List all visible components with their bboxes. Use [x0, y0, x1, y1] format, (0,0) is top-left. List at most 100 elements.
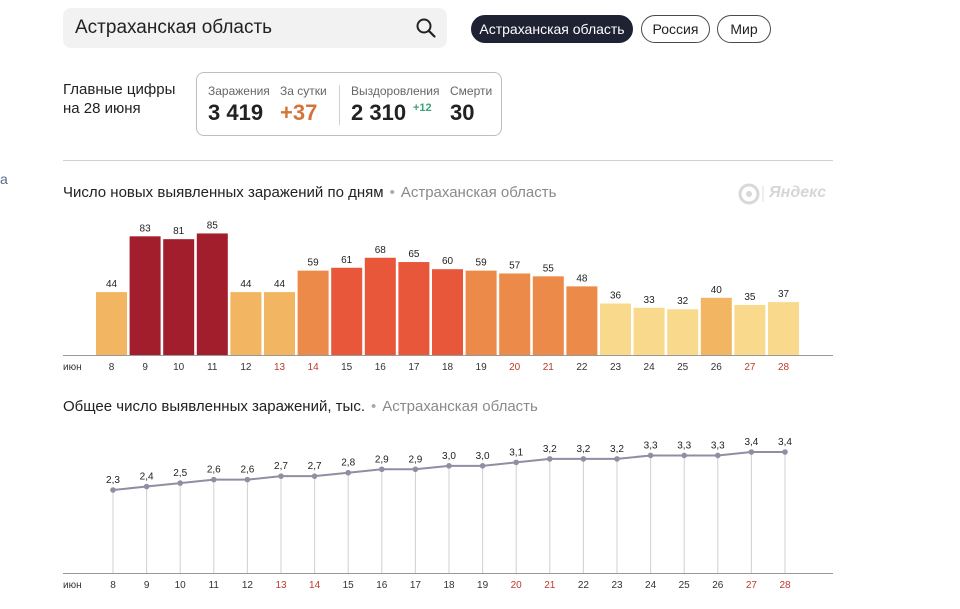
bar[interactable]: [532, 276, 564, 355]
bar[interactable]: [633, 307, 665, 355]
bar-value-label: 55: [543, 263, 555, 274]
bar[interactable]: [364, 257, 396, 355]
deaths-value: 30: [450, 100, 475, 125]
x-tick-label: 17: [408, 362, 420, 373]
bar[interactable]: [96, 292, 127, 355]
tab-russia[interactable]: Россия: [641, 15, 710, 43]
x-tick-label: 8: [109, 362, 115, 373]
bar[interactable]: [667, 309, 699, 355]
line-point[interactable]: [681, 452, 687, 459]
x-tick-label: 16: [376, 580, 388, 591]
point-value-label: 3,0: [476, 451, 490, 462]
bar[interactable]: [499, 273, 531, 355]
infections-label: Заражения: [208, 84, 270, 98]
recoveries-delta: +12: [413, 102, 432, 114]
point-value-label: 2,9: [375, 454, 389, 465]
line-point[interactable]: [311, 473, 318, 479]
summary-date: на 28 июня: [63, 100, 141, 117]
point-value-label: 3,4: [778, 437, 792, 448]
point-value-label: 3,2: [576, 444, 590, 455]
point-value-label: 2,4: [140, 472, 154, 483]
point-value-label: 2,6: [240, 465, 254, 476]
line-point[interactable]: [614, 456, 620, 462]
line-point[interactable]: [177, 480, 183, 486]
line-point[interactable]: [446, 463, 452, 469]
total-line-chart: июн 2,3 8 2,4 9 2,5 10 2,6 11 2,6 12 2,7 13 2,7 14 2,8 1…: [63, 437, 833, 591]
line-point[interactable]: [244, 476, 251, 483]
bar[interactable]: [432, 269, 463, 355]
tab-astrakhan[interactable]: Астраханская область: [471, 15, 633, 43]
line-point[interactable]: [110, 487, 116, 493]
bar[interactable]: [196, 233, 228, 355]
bar[interactable]: [398, 262, 430, 355]
line-point[interactable]: [278, 473, 284, 479]
line-point[interactable]: [782, 449, 788, 455]
stats-separator: [339, 85, 340, 125]
bar-value-label: 61: [341, 255, 353, 266]
bar[interactable]: [331, 267, 363, 355]
line-point[interactable]: [513, 459, 519, 466]
x-tick-label: 23: [611, 580, 623, 591]
x-tick-label: 24: [644, 362, 656, 373]
bar-value-label: 83: [140, 223, 152, 234]
line-point[interactable]: [715, 452, 721, 459]
x-tick-label: 21: [544, 580, 556, 591]
x-tick-label: 19: [476, 362, 488, 373]
search-input[interactable]: Астраханская область: [75, 17, 273, 38]
tab-world[interactable]: Мир: [717, 15, 771, 43]
bar[interactable]: [297, 270, 329, 355]
bar-value-label: 59: [308, 258, 320, 269]
line-point[interactable]: [379, 466, 385, 473]
total-chart-title-text: Общее число выявленных заражений, тыс.: [63, 398, 365, 415]
bar-value-label: 44: [274, 279, 286, 290]
x-tick-label: 27: [744, 362, 756, 373]
bar-value-label: 81: [173, 226, 185, 237]
bar[interactable]: [734, 304, 766, 355]
daily-chart-title: Число новых выявленных заражений по дням…: [63, 184, 557, 201]
line-point[interactable]: [412, 466, 419, 473]
bar-value-label: 60: [442, 256, 454, 267]
bar[interactable]: [768, 302, 799, 355]
point-value-label: 2,9: [408, 454, 422, 465]
line-point[interactable]: [143, 483, 150, 490]
bar[interactable]: [600, 303, 631, 355]
x-tick-label: 15: [341, 362, 353, 373]
line-point[interactable]: [547, 456, 553, 462]
line-point[interactable]: [580, 456, 587, 462]
line-point[interactable]: [748, 449, 755, 455]
bar[interactable]: [566, 286, 598, 355]
line-point[interactable]: [479, 463, 486, 469]
point-value-label: 3,0: [442, 451, 456, 462]
x-tick-label: 22: [578, 580, 590, 591]
x-tick-label: 17: [410, 580, 422, 591]
x-tick-label: 18: [442, 362, 454, 373]
bar-value-label: 44: [106, 279, 118, 290]
x-tick-label: 10: [173, 362, 185, 373]
x-tick-label: 13: [275, 580, 287, 591]
infections-value: 3 419: [208, 100, 264, 125]
bar[interactable]: [264, 292, 295, 355]
line-point[interactable]: [211, 476, 217, 483]
point-value-label: 2,7: [308, 461, 322, 472]
yandex-logo-icon: [738, 183, 764, 205]
daily-bar-chart: июн 44 8 83 9 81 10 85 11 44 12 44 13 59 14 61 15 68 16 65 1…: [63, 220, 833, 373]
bar[interactable]: [230, 292, 262, 355]
bar[interactable]: [129, 236, 161, 355]
bar[interactable]: [465, 270, 497, 355]
x-tick-label: 11: [207, 362, 218, 373]
bar[interactable]: [163, 239, 195, 355]
x-tick-label: 18: [443, 580, 455, 591]
search-box[interactable]: Астраханская область: [63, 8, 447, 48]
bar[interactable]: [700, 297, 732, 355]
line-point[interactable]: [345, 469, 352, 476]
x-tick-label: 9: [144, 580, 150, 591]
daily-label: За сутки: [280, 84, 327, 98]
summary-title-line1: Главные цифры: [63, 81, 176, 98]
x-tick-label: 9: [142, 362, 148, 373]
bar-value-label: 37: [778, 289, 790, 300]
x-tick-label: 14: [309, 580, 321, 591]
search-icon[interactable]: [415, 17, 437, 39]
line-point[interactable]: [647, 452, 654, 459]
x-tick-label: 20: [511, 580, 523, 591]
point-value-label: 3,2: [610, 444, 624, 455]
